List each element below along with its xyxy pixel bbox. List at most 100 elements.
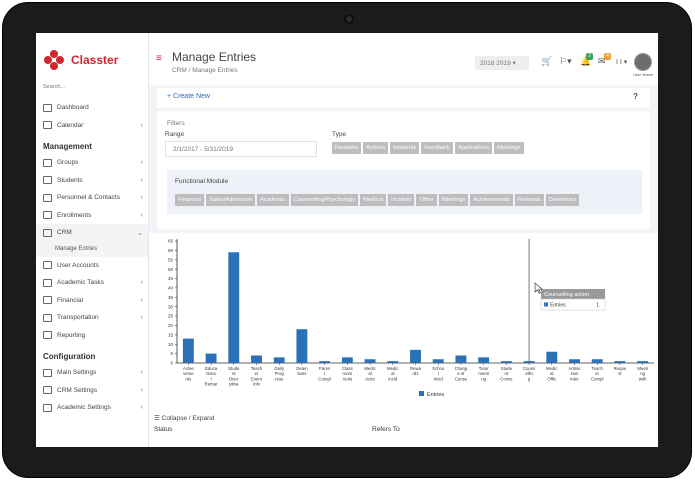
- bar[interactable]: [387, 361, 399, 363]
- chevron-icon: ‹: [140, 211, 143, 219]
- sidebar-item[interactable]: CRM Settings ‹: [36, 382, 148, 400]
- bar[interactable]: [500, 361, 512, 363]
- entries-bar-chart: 0 5 10 15 20 25 30 35 40 45 50 55 60 65 Achievements Ed…: [168, 239, 654, 398]
- sidebar-section-heading: Configuration: [43, 352, 96, 361]
- bar[interactable]: [319, 361, 331, 363]
- type-filter-chip[interactable]: Incidents: [390, 142, 420, 154]
- module-filter-chip[interactable]: Detentions: [545, 194, 580, 206]
- entries-table: ☰ Collapse / Expand Status Refers To: [149, 409, 658, 447]
- legend-swatch[interactable]: [419, 391, 424, 396]
- sidebar-search-input[interactable]: [43, 81, 143, 93]
- bar[interactable]: [296, 329, 308, 363]
- x-tick-label: Event: [251, 376, 263, 381]
- module-filter-chip[interactable]: Achievements: [470, 194, 513, 206]
- chevron-icon: ‹: [140, 121, 143, 129]
- chevron-icon: ‹: [140, 369, 143, 376]
- type-filter-chip[interactable]: Meetings: [494, 142, 524, 154]
- camera-icon: [344, 14, 354, 24]
- bar[interactable]: [410, 349, 421, 363]
- column-header-status[interactable]: Status: [154, 426, 173, 433]
- cart-icon[interactable]: 🛒: [541, 56, 553, 66]
- type-filter-chip[interactable]: Actions: [363, 142, 389, 154]
- sidebar-item[interactable]: Academic Settings ‹: [36, 399, 148, 417]
- sidebar-item[interactable]: CRM ⌄: [36, 224, 148, 242]
- avatar[interactable]: [634, 53, 652, 71]
- module-filter-chip[interactable]: Medical: [360, 194, 387, 206]
- functional-module-label: Functional Module: [175, 178, 229, 185]
- column-header-refers-to[interactable]: Refers To: [372, 426, 400, 433]
- sidebar-item[interactable]: Academic Tasks ‹: [36, 274, 148, 292]
- bar[interactable]: [341, 357, 353, 363]
- bell-icon[interactable]: 🔔: [580, 56, 592, 66]
- bar[interactable]: [432, 359, 444, 363]
- mail-icon[interactable]: ✉: [598, 56, 606, 66]
- module-filter-chip[interactable]: Other: [416, 194, 437, 206]
- module-filter-chip[interactable]: Incident: [388, 194, 415, 206]
- range-label: Range: [165, 131, 185, 138]
- bar[interactable]: [591, 359, 603, 363]
- sidebar-item[interactable]: Dashboard: [36, 99, 148, 117]
- y-tick-label: 40: [168, 286, 174, 291]
- type-filter-chip[interactable]: Remarks: [332, 142, 362, 154]
- type-filter-chip[interactable]: Feedback: [421, 142, 453, 154]
- bar[interactable]: [251, 355, 262, 363]
- bar[interactable]: [569, 359, 580, 363]
- help-icon[interactable]: ?: [633, 92, 638, 101]
- sidebar-item[interactable]: Reporting: [36, 327, 148, 345]
- chevron-icon: ‹: [140, 296, 143, 304]
- module-filter-chip[interactable]: Counselling/Psychology: [290, 194, 359, 206]
- sidebar-item[interactable]: Personnel & Contacts ‹: [36, 189, 148, 207]
- module-filter-chip[interactable]: Financial: [175, 194, 205, 206]
- create-new-button[interactable]: + Create New: [167, 93, 210, 100]
- bar[interactable]: [364, 359, 376, 363]
- bar[interactable]: [273, 357, 285, 363]
- logo[interactable]: Classter: [44, 49, 118, 71]
- module-filter-chip[interactable]: Rewards: [514, 194, 544, 206]
- x-tick-label: Actio: [365, 376, 375, 381]
- bar[interactable]: [455, 355, 467, 363]
- sidebar-item[interactable]: User Accounts: [36, 257, 148, 275]
- date-range-input[interactable]: 2/1/2017 - 5/31/2019: [165, 141, 317, 157]
- sidebar-item[interactable]: Enrollments ‹: [36, 207, 148, 225]
- tooltip-header: [541, 289, 606, 299]
- sidebar-subitem-manage-entries[interactable]: Manage Entries: [36, 241, 148, 257]
- type-filter-chip[interactable]: Applications: [454, 142, 493, 154]
- sidebar-item[interactable]: Groups ‹: [36, 154, 148, 172]
- bar[interactable]: [546, 351, 558, 363]
- module-filter-chip[interactable]: Sales/Admission: [206, 194, 256, 206]
- x-tick-label: nt: [232, 371, 236, 376]
- x-tick-label: Incid: [388, 376, 398, 381]
- academic-year-select[interactable]: 2018 2019 ▾: [475, 56, 529, 70]
- module-filter-chip[interactable]: Meetings: [438, 194, 469, 206]
- breadcrumb: CRM / Manage Entries: [172, 67, 238, 74]
- module-filter-chip[interactable]: Academic: [257, 194, 289, 206]
- type-filter-chips: Remarks Actions Incidents Feedback Applicati…: [332, 142, 526, 154]
- mouse-cursor-icon: [534, 282, 543, 294]
- y-tick-label: 45: [168, 276, 174, 281]
- bar[interactable]: [478, 357, 490, 363]
- sidebar-item-label: Groups: [57, 159, 79, 167]
- user-menu-toggle[interactable]: I I ▾: [616, 59, 628, 66]
- sidebar-section-heading: Management: [43, 142, 92, 151]
- x-tick-label: er: [595, 371, 599, 376]
- bar[interactable]: [637, 361, 649, 363]
- x-tick-label: Teach: [251, 366, 263, 371]
- sidebar-item[interactable]: Main Settings ‹: [36, 364, 148, 382]
- sidebar-item[interactable]: Calendar ‹: [36, 117, 148, 135]
- bar[interactable]: [205, 353, 217, 363]
- x-tick-label: Meeti: [637, 366, 648, 371]
- x-tick-label: meeti: [478, 371, 489, 376]
- sidebar-item[interactable]: Financial ‹: [36, 292, 148, 310]
- collapse-expand-toggle[interactable]: ☰ Collapse / Expand: [154, 415, 215, 422]
- bar[interactable]: [182, 338, 194, 363]
- bar[interactable]: [228, 252, 240, 363]
- sidebar-item-label: Reporting: [57, 331, 86, 339]
- x-tick-label: g: [528, 376, 531, 381]
- x-tick-label: Compl: [591, 376, 603, 381]
- menu-toggle-icon[interactable]: ≡: [156, 53, 162, 64]
- sidebar-item[interactable]: Transportation ‹: [36, 309, 148, 327]
- sidebar-item[interactable]: Students ‹: [36, 172, 148, 190]
- x-tick-label: Disci: [229, 376, 238, 381]
- flag-icon[interactable]: ⚐▾: [559, 56, 572, 66]
- bar[interactable]: [614, 361, 626, 363]
